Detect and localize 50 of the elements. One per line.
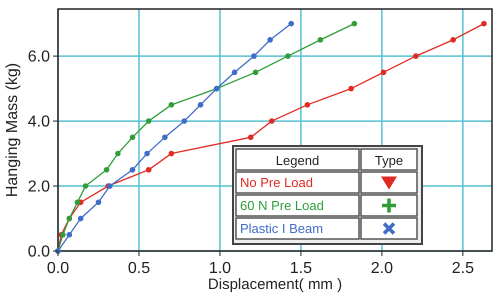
point	[78, 216, 84, 222]
point	[450, 37, 456, 43]
x-tick-label: 0.0	[46, 260, 70, 277]
point	[413, 53, 419, 59]
point	[74, 199, 80, 206]
point	[248, 134, 254, 140]
text: 60 N Pre Load	[240, 198, 324, 214]
legend-title: Legend	[276, 153, 320, 168]
point	[82, 183, 88, 189]
point	[318, 37, 324, 43]
point	[232, 70, 238, 76]
point	[104, 166, 110, 173]
y-tick-label: 2.0	[28, 178, 50, 196]
x-tick-label: 0.5	[128, 260, 150, 277]
point	[66, 232, 72, 238]
point	[352, 20, 358, 26]
point	[168, 102, 174, 108]
y-tick-label: 4.0	[28, 114, 50, 131]
y-axis-title: Hanging Mass (kg)	[4, 62, 21, 198]
annotation: Type	[374, 153, 404, 168]
point	[288, 20, 294, 26]
text: Plastic I Beam	[240, 221, 324, 236]
point	[146, 166, 152, 173]
y-tick-label: 0.0	[28, 244, 50, 261]
point	[481, 20, 487, 26]
text: No Pre Load	[240, 175, 313, 190]
x-tick-label: 2.0	[370, 260, 394, 277]
point	[146, 118, 152, 124]
point	[348, 86, 354, 92]
point	[380, 70, 386, 76]
point	[130, 134, 136, 140]
point	[267, 37, 273, 43]
point	[198, 102, 204, 108]
point	[168, 150, 174, 156]
y-tick-label: 6.0	[28, 48, 50, 66]
point	[252, 70, 258, 76]
point	[115, 150, 121, 156]
point	[268, 118, 275, 124]
x-tick-label: 1.5	[290, 260, 312, 277]
point	[285, 53, 291, 59]
point	[251, 53, 257, 59]
point	[96, 199, 102, 206]
x-tick-label: 2.5	[452, 260, 474, 277]
x-axis-title: Displacement( mm )	[208, 276, 342, 293]
point	[162, 134, 168, 140]
x-tick-label: 1.0	[208, 260, 232, 277]
point	[304, 102, 310, 108]
point	[182, 118, 188, 124]
point	[130, 166, 136, 173]
point	[144, 150, 150, 156]
